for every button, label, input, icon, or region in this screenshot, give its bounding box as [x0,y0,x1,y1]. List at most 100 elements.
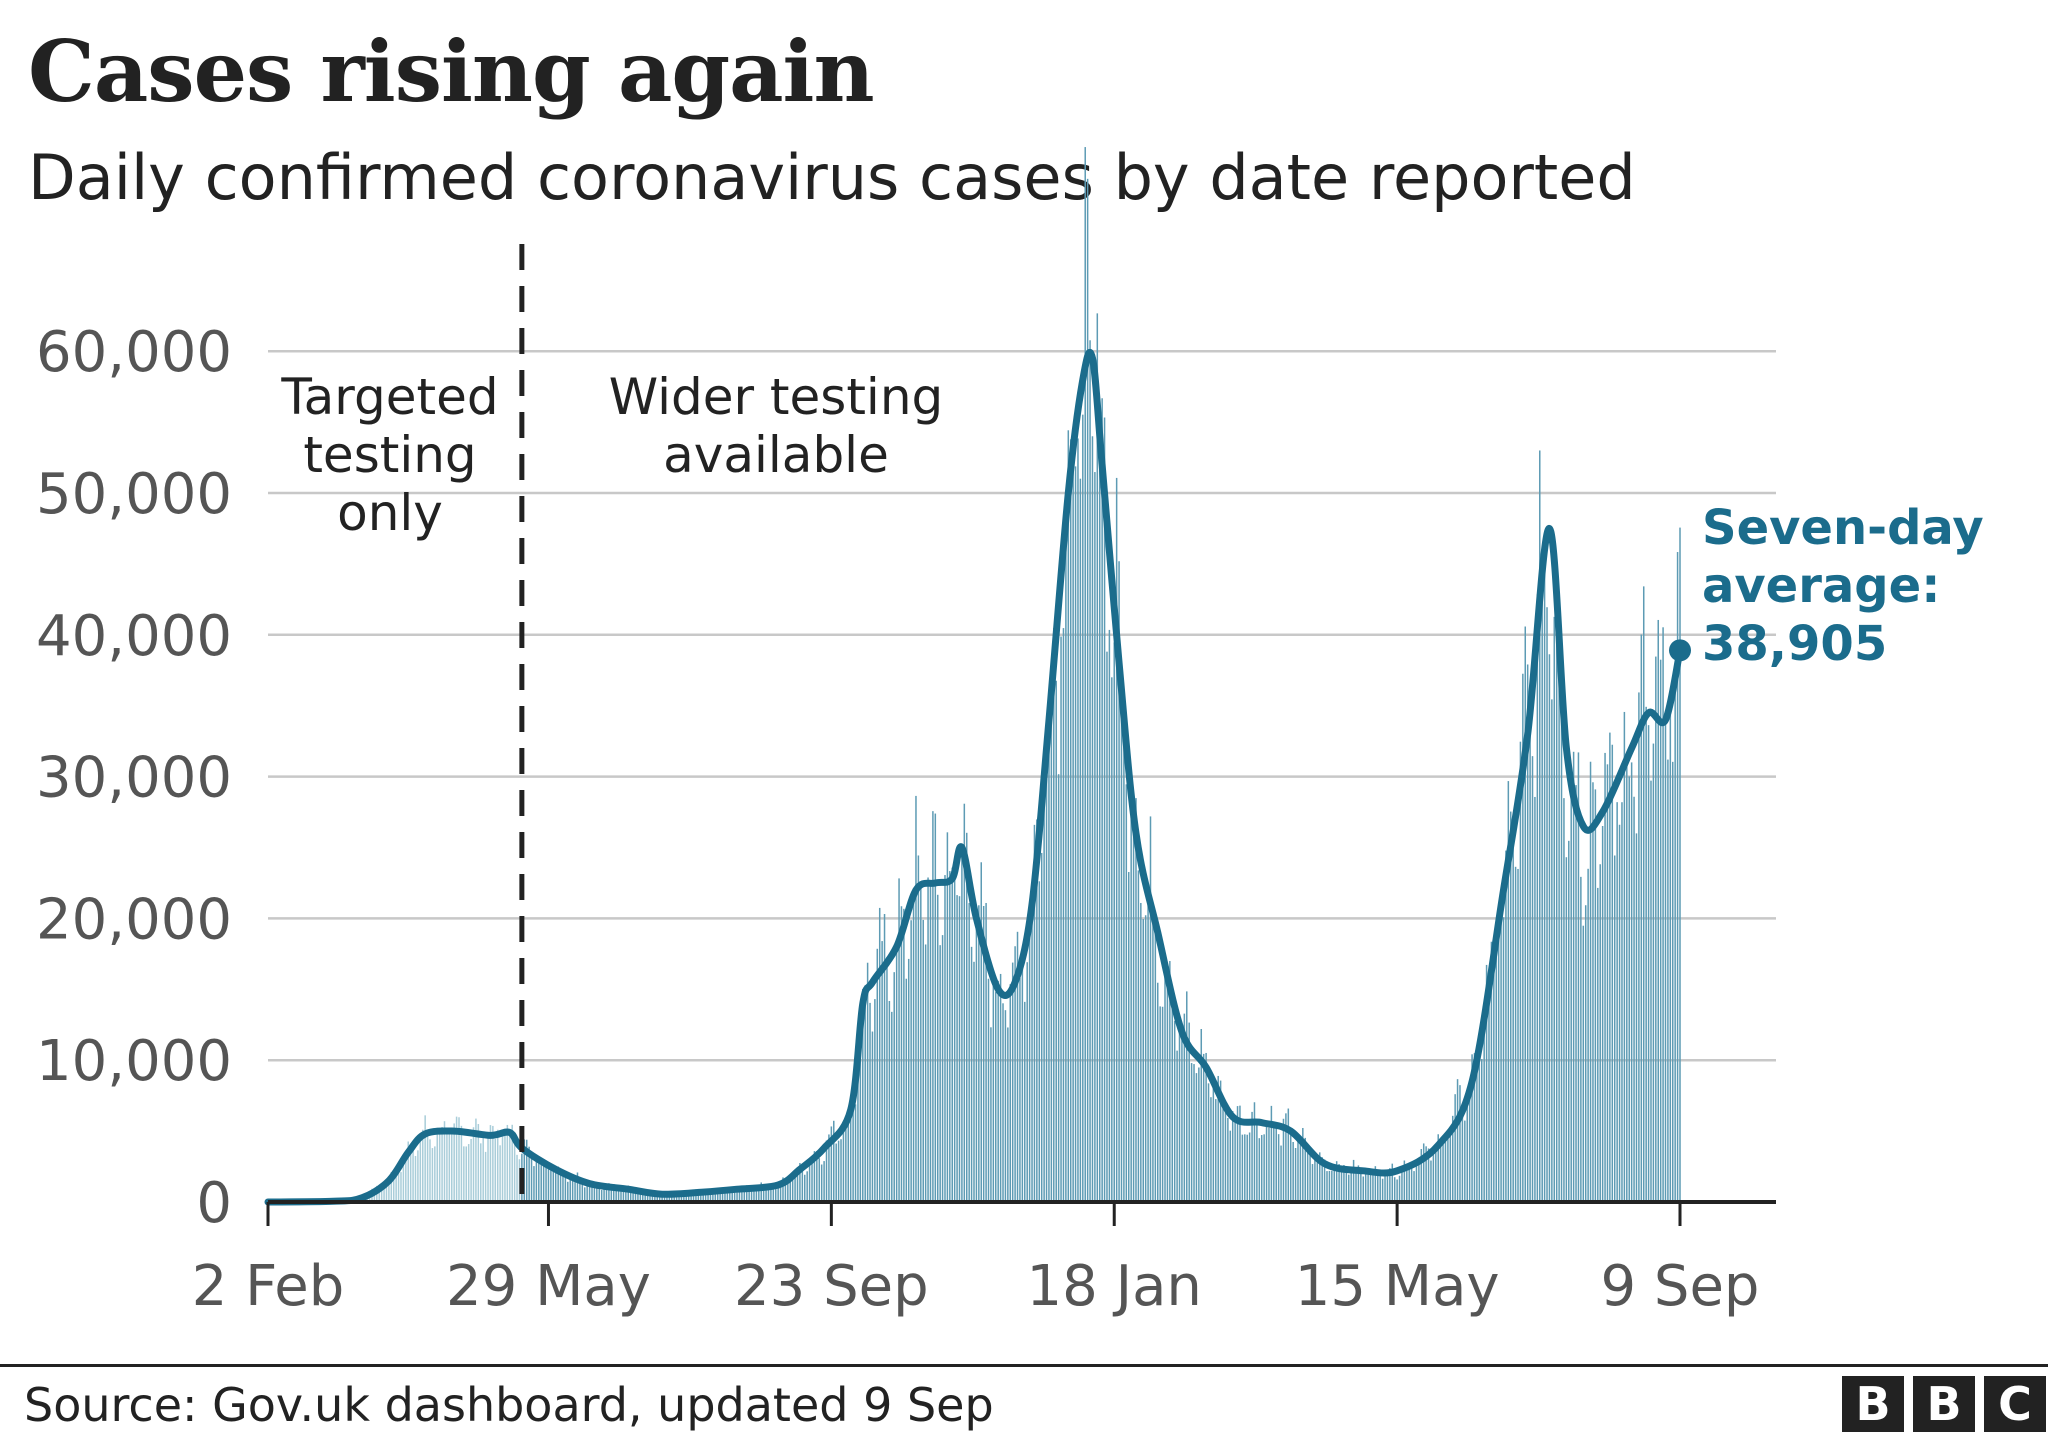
daily-bar [1273,1122,1275,1202]
daily-bar [1019,977,1021,1202]
daily-bar [857,1064,859,1202]
daily-bar [1437,1134,1439,1202]
daily-bar [1302,1127,1304,1202]
daily-bar [1248,1132,1251,1202]
daily-bar [953,863,956,1202]
targeted-testing-annotation-line: only [337,484,443,542]
daily-bar [1108,629,1111,1202]
daily-bar [1280,1145,1282,1202]
daily-bar [1115,477,1118,1202]
daily-bar [644,1190,646,1202]
daily-bar [915,795,917,1202]
daily-bar [1014,946,1016,1202]
daily-bar [1043,808,1045,1202]
daily-bar [1609,732,1611,1202]
daily-bar [383,1185,385,1202]
daily-bar [907,958,910,1202]
daily-bar [1454,1094,1456,1202]
x-tick-label: 2 Feb [192,1254,345,1319]
daily-bar [1587,868,1589,1202]
daily-bar [598,1186,600,1202]
daily-bar [499,1145,501,1202]
daily-bar [806,1171,808,1202]
daily-bar [1601,826,1604,1202]
daily-bar [709,1189,712,1202]
daily-bar [600,1190,603,1202]
daily-bar [966,832,968,1202]
daily-bar [796,1167,799,1202]
daily-bar [830,1126,833,1202]
daily-bar [934,813,937,1202]
daily-bar [1200,1029,1203,1202]
daily-bar [903,908,905,1202]
daily-bar [431,1148,434,1202]
daily-bar [1652,743,1655,1202]
daily-bar [1190,1063,1193,1202]
daily-bar [1381,1178,1384,1202]
daily-bar [634,1193,637,1202]
daily-bar [1103,417,1106,1202]
daily-bar [910,920,912,1202]
daily-bar [1118,561,1120,1202]
daily-bar [1672,761,1674,1202]
daily-bar [475,1118,477,1202]
daily-bar [1427,1148,1430,1202]
daily-bar [397,1172,400,1202]
daily-bar [1650,780,1652,1202]
daily-bar [1065,530,1067,1202]
daily-bar [1251,1111,1253,1202]
daily-bar [480,1143,482,1202]
daily-bar [1299,1136,1302,1202]
daily-bar [1036,819,1038,1202]
daily-bar [1592,782,1594,1202]
daily-bar [1082,414,1084,1202]
x-tick-label: 9 Sep [1601,1254,1760,1319]
daily-bar [845,1119,847,1202]
daily-bar [1553,616,1556,1202]
daily-bar [613,1184,615,1202]
daily-bar [799,1163,801,1202]
daily-bar [1575,785,1577,1202]
daily-bar [1580,876,1582,1202]
daily-bar [1183,1013,1186,1202]
daily-bar [987,978,990,1202]
daily-bar [985,902,987,1202]
daily-bar [1159,1006,1161,1202]
daily-bar [1234,1118,1236,1202]
daily-bar [808,1161,811,1202]
daily-bar [738,1188,741,1202]
daily-bar [530,1152,533,1202]
daily-bar [559,1171,562,1202]
daily-bar [470,1138,472,1202]
daily-bar [1497,928,1500,1202]
daily-bar [489,1125,492,1202]
logo-letter-b2: B [1913,1376,1975,1432]
daily-bar [1181,1033,1183,1202]
daily-bar [1132,809,1135,1202]
daily-bar [1120,710,1123,1202]
daily-bar [837,1140,840,1202]
daily-bar [1094,472,1096,1202]
daily-bar [477,1124,480,1202]
daily-bar [995,991,997,1202]
daily-bar [767,1187,770,1202]
daily-bar [1594,789,1597,1202]
daily-bar [1021,969,1024,1202]
daily-bar [1079,478,1082,1202]
daily-bar [388,1176,390,1202]
daily-bar [924,944,927,1202]
daily-bar [465,1146,468,1202]
daily-bar [1635,833,1638,1202]
daily-bar [842,1122,845,1202]
daily-bar [649,1192,651,1202]
daily-bar [1493,946,1495,1202]
daily-bar [1478,1060,1481,1202]
daily-bar [1123,720,1125,1202]
daily-bar [1618,824,1621,1202]
daily-bar [743,1188,746,1202]
daily-bar [1024,1001,1026,1202]
daily-bar [1507,781,1510,1202]
daily-bar [956,895,958,1202]
daily-bar [460,1125,463,1202]
daily-bar [999,973,1002,1202]
